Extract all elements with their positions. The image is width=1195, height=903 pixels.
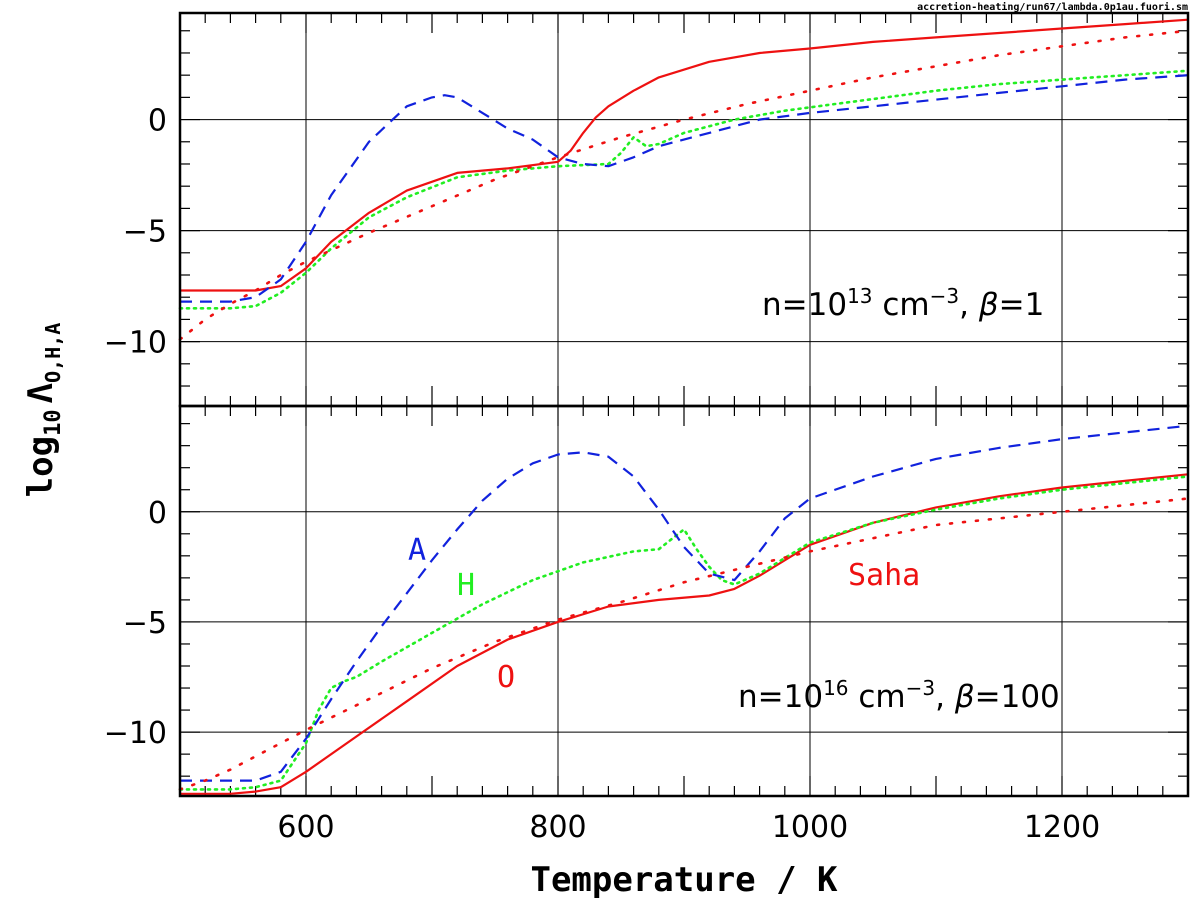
y-tick-label: −5 [123, 606, 167, 641]
y-tick-label: −5 [123, 215, 167, 250]
bottom-ticks [179, 406, 1189, 796]
series-h-line [178, 475, 1190, 791]
y-tick-label: −10 [104, 326, 167, 361]
top-series [178, 18, 1190, 341]
panel-top: 0 −5 −10 n=1013 cm−3, β=1 [104, 11, 1190, 408]
curve-label-saha: Saha [848, 558, 920, 593]
series-a-line [180, 74, 1189, 303]
top-frame [178, 11, 1190, 408]
curve-label-a: A [408, 533, 426, 568]
top-ticks [179, 13, 1189, 406]
curve-label-h: H [457, 568, 475, 603]
series-h-line [178, 69, 1190, 310]
bottom-grid [180, 406, 1188, 796]
bottom-ytick-labels: 0 −5 −10 [104, 496, 167, 751]
source-filename: accretion-heating/run67/lambda.0p1au.fuo… [917, 1, 1188, 13]
y-tick-label: 0 [148, 496, 167, 531]
y-tick-label: 0 [148, 104, 167, 139]
series-o-line [180, 473, 1189, 795]
series-a-line [180, 424, 1189, 782]
series-saha-line [178, 497, 1190, 791]
top-ytick-labels: 0 −5 −10 [104, 104, 167, 361]
bottom-series [178, 424, 1190, 795]
panel-bottom: 0 −5 −10 600 800 1000 1200 n=1016 cm−3, β=100… [104, 404, 1190, 845]
top-annotation: n=1013 cm−3, β=1 [762, 284, 1044, 323]
x-tick-label: 800 [529, 810, 586, 845]
series-saha-line [178, 29, 1190, 341]
y-tick-label: −10 [104, 716, 167, 751]
x-axis-label: Temperature / K [530, 860, 838, 900]
series-o-line [180, 18, 1189, 292]
x-tick-label: 600 [277, 810, 334, 845]
x-tick-label: 1000 [772, 810, 848, 845]
y-axis-label: log10ΛO,H,A [21, 323, 66, 498]
top-grid [180, 13, 1188, 406]
bottom-annotation: n=1016 cm−3, β=100 [738, 676, 1060, 715]
bottom-xtick-labels: 600 800 1000 1200 [277, 810, 1100, 845]
curve-label-o: O [497, 660, 515, 695]
bottom-frame [178, 404, 1190, 798]
x-tick-label: 1200 [1024, 810, 1100, 845]
